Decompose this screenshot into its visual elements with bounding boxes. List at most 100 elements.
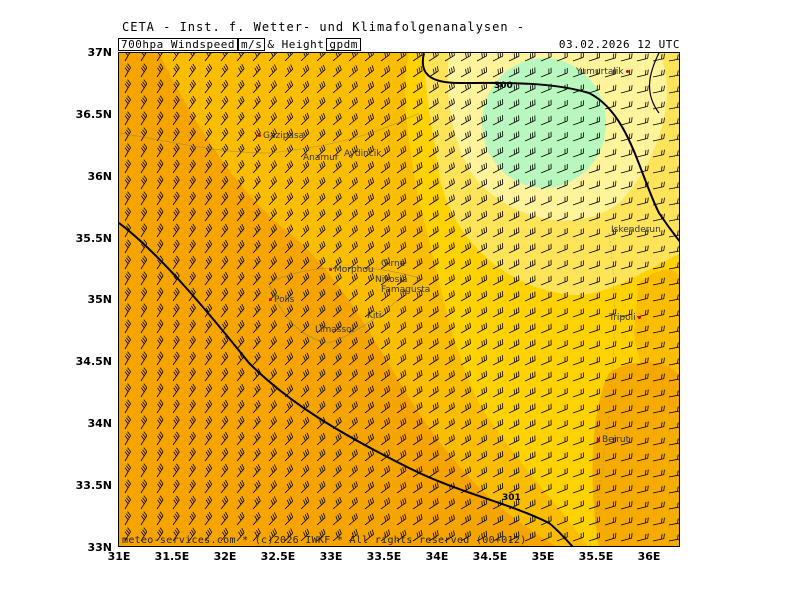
wind-barb [668, 362, 679, 366]
wind-barb-feather [467, 451, 469, 457]
wind-barb [268, 132, 277, 142]
wind-barb-feather [644, 309, 647, 315]
wind-barb-feather [173, 195, 177, 201]
wind-barb-feather [191, 257, 195, 263]
wind-barb-feather [257, 53, 260, 55]
wind-barb-feather [173, 483, 177, 489]
wind-barb-feather [351, 100, 355, 106]
wind-barb [460, 503, 471, 510]
wind-barb [412, 70, 423, 78]
wind-barb [588, 425, 600, 430]
wind-barb-feather [355, 129, 358, 135]
wind-barb [444, 166, 455, 174]
wind-barb-feather [270, 227, 274, 233]
wind-barb-feather [192, 223, 196, 229]
wind-barb [588, 377, 600, 382]
wind-barb [300, 469, 310, 478]
wind-barb [156, 435, 164, 446]
wind-barb [316, 245, 326, 254]
wind-barb-feather [432, 260, 435, 266]
wind-barb-feather [499, 308, 502, 314]
wind-barb-feather [660, 86, 663, 92]
wind-barb [348, 53, 358, 62]
wind-barb-feather [143, 79, 148, 84]
wind-barb-feather [355, 177, 358, 183]
wind-barb-feather [270, 419, 274, 425]
wind-barb-feather [416, 436, 419, 442]
wind-barb-feather [400, 324, 403, 330]
wind-barb-feather [272, 386, 276, 391]
wind-barb-feather [448, 404, 451, 410]
wind-barb-feather [319, 532, 322, 537]
wind-barb-feather [239, 305, 243, 311]
wind-barb-feather [501, 211, 504, 217]
wind-barb-feather [644, 117, 647, 123]
wind-barb [204, 372, 213, 382]
wind-barb-feather [663, 101, 665, 107]
wind-barb [348, 277, 358, 286]
wind-barb [412, 102, 423, 110]
wind-barb-feather [191, 161, 195, 167]
wind-barb [140, 131, 148, 142]
wind-barb-feather [225, 463, 229, 469]
wind-barb-feather [222, 259, 226, 265]
wind-barb-feather [191, 513, 195, 519]
wind-barb-feather [434, 451, 437, 457]
wind-barb-feather [485, 434, 488, 440]
wind-barb-feather [436, 322, 439, 328]
wind-barb [620, 457, 632, 462]
wind-barb-feather [400, 420, 403, 426]
lon-label: 35E [531, 550, 555, 563]
wind-barb-feather [286, 467, 290, 473]
wind-barb-feather [497, 53, 499, 59]
wind-barb [556, 504, 568, 510]
wind-barb-feather [453, 338, 455, 344]
wind-barb [172, 147, 180, 158]
wind-barb-feather [677, 182, 679, 188]
wind-barb [604, 297, 616, 302]
wind-barb [156, 515, 164, 526]
wind-barb-feather [272, 354, 276, 359]
wind-barb-feather [189, 115, 193, 121]
wind-barb-feather [241, 512, 245, 517]
wind-barb-feather [321, 498, 324, 504]
wind-barb-feather [257, 144, 261, 149]
wind-barb-feather [257, 432, 261, 437]
wind-barb-feather [189, 499, 193, 505]
wind-barb-feather [339, 352, 342, 358]
wind-barb-feather [159, 367, 164, 373]
wind-barb-feather [351, 452, 355, 458]
wind-barb-feather [436, 258, 439, 264]
wind-barb-feather [485, 258, 488, 264]
wind-barb-feather [499, 324, 502, 330]
wind-barb-feather [501, 227, 504, 233]
wind-barb-feather [418, 275, 421, 281]
wind-barb-feather [270, 339, 274, 345]
wind-barb [204, 244, 213, 254]
wind-barb [604, 377, 616, 382]
wind-barb-feather [660, 358, 663, 364]
wind-barb [156, 211, 164, 222]
wind-barb-feather [225, 495, 229, 501]
wind-barb-feather [483, 339, 485, 346]
wind-barb [508, 375, 520, 382]
wind-barb [668, 426, 679, 430]
wind-barb-feather [388, 193, 391, 199]
wind-barb [364, 69, 374, 78]
wind-barb-feather [647, 261, 649, 267]
wind-barb-feather [238, 531, 242, 537]
wind-barb-feather [677, 486, 679, 492]
wind-barb [508, 135, 520, 142]
wind-barb-feather [173, 387, 177, 393]
wind-barb-feather [159, 287, 164, 293]
wind-barb-feather [644, 277, 647, 283]
wind-barb-feather [499, 53, 502, 58]
wind-barb-feather [143, 415, 148, 420]
wind-barb [252, 260, 261, 270]
wind-barb [444, 422, 455, 430]
wind-barb-feather [351, 372, 355, 378]
wind-barb-feather [501, 323, 504, 329]
wind-barb-feather [303, 355, 306, 361]
wind-barb-feather [402, 435, 405, 441]
wind-barb-feather [191, 289, 195, 295]
